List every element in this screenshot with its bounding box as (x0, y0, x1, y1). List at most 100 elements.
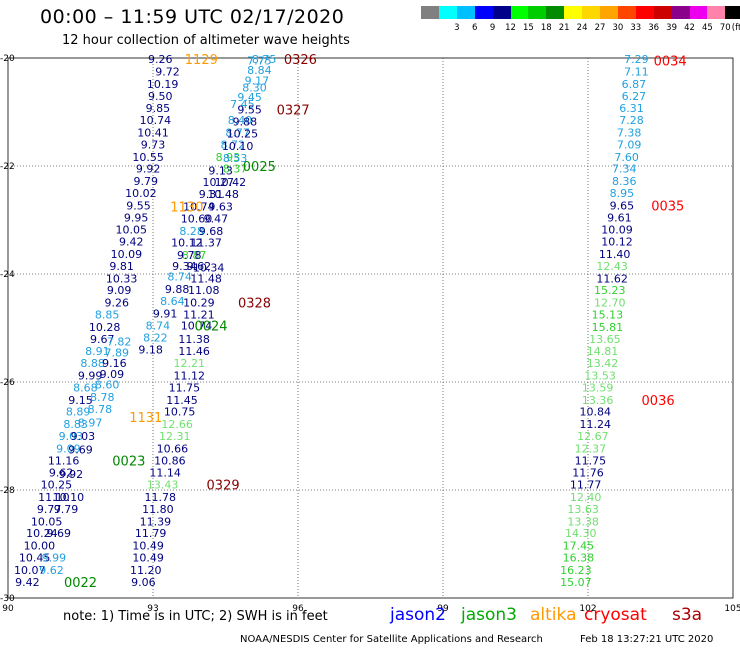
wave-height-value: 8.60 (95, 379, 120, 392)
wave-height-value: 6.27 (622, 90, 647, 103)
wave-height-value: 10.60 (181, 212, 213, 225)
y-tick-label: -22 (0, 162, 15, 172)
pass-time-label: 1131 (129, 411, 162, 426)
wave-height-value: 7.29 (624, 53, 649, 66)
wave-height-value: 8.75 (252, 53, 277, 66)
wave-height-value: 8.93 (216, 151, 241, 164)
wave-height-value: 8.37 (223, 163, 248, 176)
wave-height-value: 10.02 (125, 187, 157, 200)
wave-height-value: 11.75 (575, 454, 607, 467)
wave-height-value: 8.78 (90, 391, 115, 404)
wave-height-value: 8.36 (612, 175, 637, 188)
wave-height-value: 15.07 (560, 576, 592, 589)
wave-height-value: 13.65 (589, 333, 621, 346)
wave-height-value: 9.13 (208, 164, 233, 177)
wave-height-value: 12.66 (161, 418, 193, 431)
wave-height-value: 9.63 (208, 201, 233, 214)
pass-time-label: 0036 (642, 394, 675, 409)
wave-height-value: 10.09 (111, 248, 143, 261)
pass-time-label: 0024 (194, 319, 227, 334)
wave-height-value: 10.49 (132, 540, 164, 553)
wave-height-value: 15.81 (592, 321, 624, 334)
x-tick-label: 96 (292, 604, 304, 614)
wave-height-value: 9.09 (100, 368, 125, 381)
mission-label-jason3: jason3 (461, 605, 517, 625)
color-swatch (421, 6, 439, 19)
wave-height-value: 10.29 (183, 297, 215, 310)
wave-height-value: 10.12 (601, 236, 633, 249)
wave-height-value: 9.92 (59, 468, 84, 481)
wave-height-value: 9.77 (37, 503, 62, 516)
wave-height-value: 11.40 (599, 248, 631, 261)
wave-height-value: 9.68 (199, 225, 224, 238)
wave-height-value: 17.45 (563, 540, 595, 553)
mission-label-s3a: s3a (672, 605, 703, 625)
color-scale-label: 12 (505, 23, 516, 33)
page-subtitle: 12 hour collection of altimeter wave hei… (62, 33, 350, 48)
color-swatch (707, 6, 726, 19)
wave-height-value: 11.45 (166, 394, 198, 407)
wave-height-value: 8.74 (146, 319, 171, 332)
wave-height-value: 9.62 (39, 564, 64, 577)
wave-height-value: 13.43 (147, 479, 179, 492)
wave-height-value: 11.76 (572, 467, 604, 480)
wave-height-value: 11.12 (174, 370, 206, 383)
wave-height-value: 9.73 (141, 138, 166, 151)
wave-height-value: 11.79 (135, 527, 167, 540)
wave-height-value: 9.72 (155, 66, 180, 79)
wave-height-value: 11.39 (140, 515, 172, 528)
page-title: 00:00 – 11:59 UTC 02/17/2020 (40, 6, 345, 28)
wave-height-value: 11.48 (190, 272, 222, 285)
wave-height-value: 8.40 (228, 114, 253, 127)
color-scale-label: 24 (576, 23, 588, 33)
wave-height-value: 11.46 (178, 345, 210, 358)
wave-height-value: 11.08 (188, 284, 220, 297)
x-tick-label: 105 (724, 604, 740, 614)
wave-height-value: 10.10 (222, 140, 254, 153)
wave-height-value: 14.30 (565, 527, 597, 540)
wave-height-value: 9.62 (49, 467, 74, 480)
wave-height-value: 8.22 (143, 332, 168, 345)
wave-height-value: 7.89 (105, 346, 130, 359)
wave-height-value: 9.55 (126, 199, 151, 212)
pass-time-label: 0034 (654, 55, 687, 70)
color-scale-label: 21 (558, 23, 570, 33)
color-swatch (635, 6, 654, 19)
wave-height-value: 13.53 (584, 370, 616, 383)
color-scale-label: 30 (612, 23, 624, 33)
wave-height-value: 16.23 (560, 564, 592, 577)
color-scale-label: 3 (454, 23, 460, 33)
wave-height-value: 13.63 (567, 503, 599, 516)
wave-height-value: 10.55 (132, 151, 164, 164)
mission-label-altika: altika (530, 605, 577, 625)
wave-height-value: 7.34 (612, 163, 637, 176)
wave-height-value: 9.03 (71, 430, 96, 443)
pass-time-label: 0328 (238, 297, 271, 312)
wave-height-value: 10.66 (157, 442, 189, 455)
wave-height-value: 12.43 (596, 260, 628, 273)
wave-height-value: 7.75 (247, 55, 272, 68)
wave-height-value: 9.42 (15, 576, 40, 589)
color-scale-label: 39 (666, 23, 677, 33)
wave-height-value: 13.36 (582, 394, 614, 407)
wave-height-value: 8.68 (73, 381, 98, 394)
wave-height-value: 8.53 (223, 152, 248, 165)
wave-height-value: 13.38 (567, 515, 599, 528)
wave-height-value: 9.99 (78, 370, 103, 383)
wave-height-value: 9.79 (134, 175, 159, 188)
pass-time-label: 0327 (277, 103, 310, 118)
wave-height-value: 6.87 (622, 78, 647, 91)
wave-height-value: 15.13 (592, 309, 624, 322)
wave-height-value: 10.75 (164, 406, 196, 419)
pass-time-label: 1130 (170, 201, 203, 216)
wave-height-value: 9.18 (138, 344, 163, 357)
wave-height-value: 8.74 (167, 271, 192, 284)
wave-height-value: 10.27 (203, 176, 235, 189)
wave-height-value: 8.85 (95, 309, 120, 322)
wave-height-value: 9.88 (233, 116, 258, 129)
color-swatch (546, 6, 565, 19)
color-swatch (474, 6, 493, 19)
color-scale-unit: (ft) (731, 23, 740, 33)
wave-height-value: 8.89 (66, 406, 91, 419)
